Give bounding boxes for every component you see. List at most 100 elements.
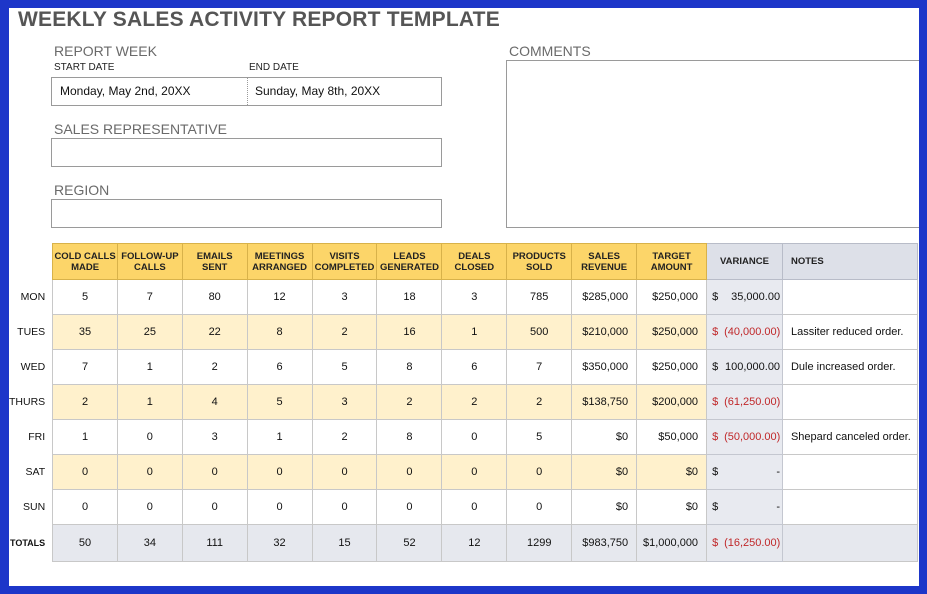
cell-notes[interactable]: Shepard canceled order.	[781, 419, 919, 455]
cell-meetings[interactable]: 8	[246, 314, 313, 350]
cell-variance: $ (61,250.00)	[706, 384, 783, 420]
cell-meetings[interactable]: 5	[246, 384, 313, 420]
cell-cold-calls[interactable]: 35	[52, 314, 118, 350]
cell-products[interactable]: 0	[506, 489, 573, 525]
cell-target[interactable]: $0	[636, 489, 708, 525]
region-field[interactable]	[51, 199, 442, 228]
sales-rep-field[interactable]	[51, 138, 442, 167]
cell-deals[interactable]: 0	[441, 454, 508, 490]
cell-products[interactable]: 785	[506, 279, 573, 315]
table-row: MON 5 7 80 12 3 18 3 785 $285,000 $250,000 $35,000.…	[9, 279, 919, 315]
cell-notes[interactable]	[781, 454, 919, 490]
cell-notes[interactable]: Dule increased order.	[781, 349, 919, 385]
cell-deals[interactable]: 0	[441, 489, 508, 525]
cell-visits[interactable]: 0	[311, 489, 378, 525]
variance-amount: 100,000.00	[725, 361, 781, 373]
cell-follow-up[interactable]: 0	[116, 489, 183, 525]
cell-cold-calls[interactable]: 7	[52, 349, 118, 385]
start-date-value[interactable]: Monday, May 2nd, 20XX	[60, 84, 191, 98]
cell-deals[interactable]: 6	[441, 349, 508, 385]
variance-currency: $	[712, 396, 719, 408]
cell-visits[interactable]: 3	[311, 279, 378, 315]
variance-amount: (40,000.00)	[724, 326, 781, 338]
cell-leads[interactable]: 8	[376, 349, 443, 385]
cell-meetings[interactable]: 0	[246, 454, 313, 490]
cell-visits[interactable]: 0	[311, 454, 378, 490]
cell-follow-up[interactable]: 1	[116, 384, 183, 420]
cell-products[interactable]: 7	[506, 349, 573, 385]
cell-visits[interactable]: 5	[311, 349, 378, 385]
cell-emails[interactable]: 0	[181, 454, 248, 490]
cell-leads[interactable]: 16	[376, 314, 443, 350]
cell-notes[interactable]	[781, 489, 919, 525]
cell-revenue[interactable]: $0	[571, 419, 638, 455]
cell-cold-calls[interactable]: 0	[52, 489, 118, 525]
cell-meetings[interactable]: 12	[246, 279, 313, 315]
cell-cold-calls[interactable]: 5	[52, 279, 118, 315]
cell-revenue[interactable]: $285,000	[571, 279, 638, 315]
cell-emails[interactable]: 22	[181, 314, 248, 350]
end-date-value[interactable]: Sunday, May 8th, 20XX	[255, 84, 381, 98]
cell-notes[interactable]	[781, 279, 919, 315]
cell-leads[interactable]: 0	[376, 489, 443, 525]
cell-revenue[interactable]: $0	[571, 454, 638, 490]
cell-revenue[interactable]: $210,000	[571, 314, 638, 350]
cell-follow-up[interactable]: 0	[116, 419, 183, 455]
cell-cold-calls[interactable]: 0	[52, 454, 118, 490]
cell-emails[interactable]: 0	[181, 489, 248, 525]
cell-target[interactable]: $200,000	[636, 384, 708, 420]
cell-notes[interactable]: Lassiter reduced order.	[781, 314, 919, 350]
header-products: PRODUCTS SOLD	[506, 243, 573, 280]
cell-visits[interactable]: 2	[311, 314, 378, 350]
cell-leads[interactable]: 0	[376, 454, 443, 490]
variance-amount: -	[776, 501, 781, 513]
cell-products[interactable]: 5	[506, 419, 573, 455]
cell-emails[interactable]: 80	[181, 279, 248, 315]
cell-deals[interactable]: 2	[441, 384, 508, 420]
cell-variance: $35,000.00	[706, 279, 783, 315]
spreadsheet-sheet: WEEKLY SALES ACTIVITY REPORT TEMPLATE RE…	[9, 8, 919, 586]
variance-currency: $	[712, 326, 719, 338]
cell-revenue[interactable]: $0	[571, 489, 638, 525]
report-week-field[interactable]: Monday, May 2nd, 20XX Sunday, May 8th, 2…	[51, 77, 442, 106]
cell-products[interactable]: 2	[506, 384, 573, 420]
cell-target[interactable]: $50,000	[636, 419, 708, 455]
cell-target[interactable]: $250,000	[636, 279, 708, 315]
cell-notes[interactable]	[781, 524, 919, 562]
variance-currency: $	[712, 537, 719, 549]
cell-meetings[interactable]: 6	[246, 349, 313, 385]
cell-follow-up[interactable]: 7	[116, 279, 183, 315]
cell-leads[interactable]: 18	[376, 279, 443, 315]
header-revenue: SALES REVENUE	[571, 243, 638, 280]
cell-emails[interactable]: 3	[181, 419, 248, 455]
cell-follow-up[interactable]: 0	[116, 454, 183, 490]
cell-deals[interactable]: 3	[441, 279, 508, 315]
cell-leads[interactable]: 8	[376, 419, 443, 455]
cell-meetings: 32	[246, 524, 313, 562]
day-label: FRI	[9, 419, 53, 455]
cell-meetings[interactable]: 0	[246, 489, 313, 525]
cell-revenue[interactable]: $350,000	[571, 349, 638, 385]
cell-target[interactable]: $250,000	[636, 314, 708, 350]
cell-products[interactable]: 0	[506, 454, 573, 490]
cell-products[interactable]: 500	[506, 314, 573, 350]
cell-cold-calls[interactable]: 2	[52, 384, 118, 420]
cell-target[interactable]: $250,000	[636, 349, 708, 385]
comments-field[interactable]	[506, 60, 919, 228]
cell-target[interactable]: $0	[636, 454, 708, 490]
cell-deals[interactable]: 1	[441, 314, 508, 350]
cell-notes[interactable]	[781, 384, 919, 420]
cell-emails[interactable]: 4	[181, 384, 248, 420]
cell-deals[interactable]: 0	[441, 419, 508, 455]
table-header-row: COLD CALLS MADE FOLLOW-UP CALLS EMAILS S…	[9, 243, 919, 280]
cell-cold-calls[interactable]: 1	[52, 419, 118, 455]
cell-leads[interactable]: 2	[376, 384, 443, 420]
cell-emails[interactable]: 2	[181, 349, 248, 385]
cell-follow-up[interactable]: 25	[116, 314, 183, 350]
cell-revenue[interactable]: $138,750	[571, 384, 638, 420]
cell-visits[interactable]: 2	[311, 419, 378, 455]
cell-meetings[interactable]: 1	[246, 419, 313, 455]
cell-follow-up[interactable]: 1	[116, 349, 183, 385]
day-label: SAT	[9, 454, 53, 490]
cell-visits[interactable]: 3	[311, 384, 378, 420]
